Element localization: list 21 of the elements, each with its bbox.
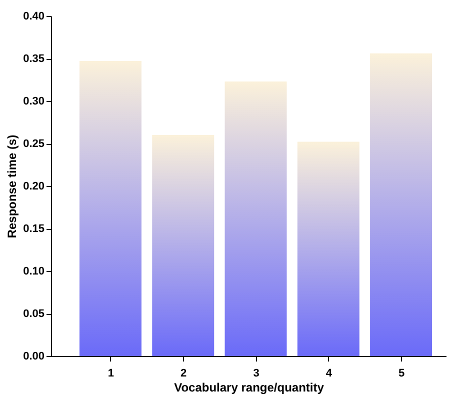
y-tick-label: 0.35 bbox=[23, 53, 44, 65]
x-tick-label: 4 bbox=[326, 368, 333, 380]
bar bbox=[224, 81, 287, 356]
y-tick-label: 0.15 bbox=[23, 223, 44, 235]
y-tick-label: 0.20 bbox=[23, 180, 44, 192]
bar bbox=[370, 53, 432, 356]
bar bbox=[79, 61, 142, 356]
y-tick-label: 0.00 bbox=[23, 350, 44, 362]
y-tick-label: 0.30 bbox=[23, 96, 44, 108]
y-tick-label: 0.25 bbox=[23, 138, 44, 150]
x-tick-label: 3 bbox=[253, 368, 260, 380]
x-tick-label: 2 bbox=[180, 368, 187, 380]
y-tick-label: 0.40 bbox=[23, 10, 44, 22]
y-tick-label: 0.10 bbox=[23, 266, 44, 278]
y-tick-label: 0.05 bbox=[23, 308, 44, 320]
x-tick-label: 1 bbox=[108, 368, 114, 380]
x-tick-label: 5 bbox=[398, 368, 405, 380]
bar bbox=[152, 135, 214, 356]
bar bbox=[297, 142, 360, 356]
y-axis-title: Response time (s) bbox=[5, 134, 20, 238]
x-axis-title: Vocabulary range/quantity bbox=[174, 380, 324, 394]
